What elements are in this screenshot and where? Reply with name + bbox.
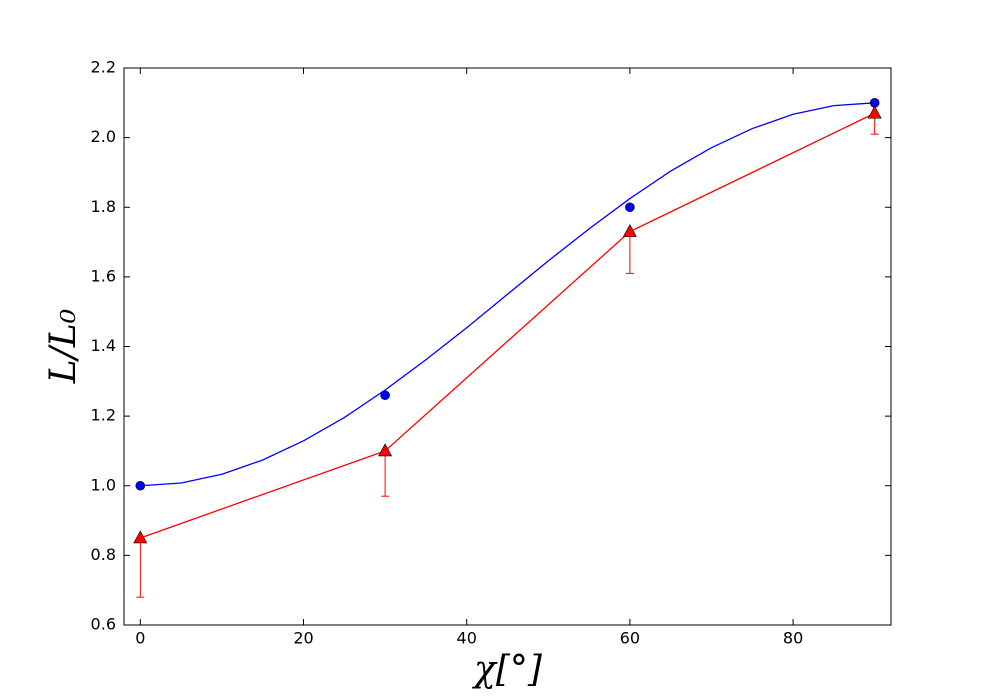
y-tick-label: 0.6 bbox=[91, 615, 116, 634]
plot-frame bbox=[123, 67, 892, 626]
point bbox=[135, 480, 146, 491]
y-axis-label: L/L₀ bbox=[43, 309, 84, 384]
x-tick-label: 40 bbox=[457, 629, 477, 648]
y-tick-label: 1.4 bbox=[91, 336, 116, 355]
error-bar bbox=[136, 537, 145, 598]
y-tick-label: 1.2 bbox=[91, 406, 116, 425]
x-tick-label: 80 bbox=[783, 629, 803, 648]
y-tick-label: 1.0 bbox=[91, 475, 116, 494]
y-tick-label: 1.6 bbox=[91, 266, 116, 285]
series-line bbox=[140, 102, 875, 487]
point bbox=[380, 390, 390, 401]
y-tick-label: 2.2 bbox=[91, 58, 116, 77]
series-line bbox=[140, 112, 875, 539]
point bbox=[867, 105, 882, 119]
error-bar bbox=[625, 231, 634, 274]
y-tick-label: 0.8 bbox=[91, 545, 116, 564]
point bbox=[378, 443, 393, 457]
x-tick-label: 60 bbox=[620, 629, 640, 648]
y-tick-label: 1.8 bbox=[91, 197, 116, 216]
y-tick-label: 2.0 bbox=[91, 127, 116, 146]
point bbox=[625, 202, 635, 213]
x-tick-label: 20 bbox=[293, 629, 313, 648]
point bbox=[133, 530, 148, 544]
x-tick-label: 0 bbox=[135, 629, 145, 648]
x-axis-label: χ[°] bbox=[471, 649, 543, 690]
error-bar bbox=[381, 450, 390, 497]
point bbox=[622, 223, 637, 237]
